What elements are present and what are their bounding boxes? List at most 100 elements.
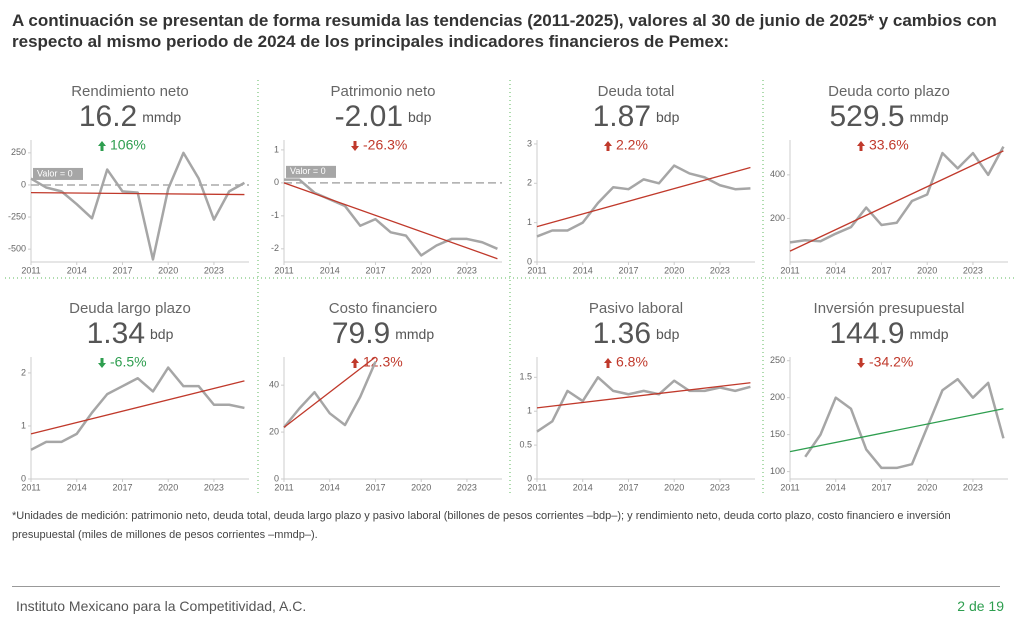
x-tick-label: 2014 [826,265,846,275]
y-tick-label: 100 [770,466,785,476]
value: 79.9 [332,317,390,350]
y-tick-label: 0 [527,256,532,266]
y-tick-label: 1 [274,144,279,154]
y-tick-label: 0 [527,473,532,483]
annotation: Valor = 0 [290,166,326,176]
y-tick-label: 1 [527,406,532,416]
y-tick-label: 200 [770,392,785,402]
unit: mmdp [395,326,434,342]
change: 33.6% [869,137,909,153]
change-arrow [98,141,106,151]
unit: bdp [656,109,680,125]
chart-title: Pasivo laboral [589,300,683,317]
data-line [536,164,751,238]
chart-title: Deuda corto plazo [828,83,950,100]
unit: mmdp [910,326,949,342]
x-tick-label: 2017 [618,265,638,275]
x-tick-label: 2011 [274,265,293,275]
headline-value: -2.01 bdp [335,100,432,133]
data-line [804,377,1005,470]
x-tick-label: 2017 [871,482,891,492]
x-tick-label: 2020 [411,265,431,275]
headline-value: 144.9 mmdp [830,317,949,350]
x-tick-label: 2020 [917,265,937,275]
x-tick-label: 2017 [365,482,385,492]
x-tick-label: 2011 [21,265,40,275]
x-tick-label: 2023 [457,482,477,492]
y-tick-label: 20 [269,426,279,436]
x-tick-label: 2020 [158,482,178,492]
x-tick-label: 2020 [411,482,431,492]
x-tick-label: 2017 [618,482,638,492]
x-tick-label: 2020 [664,482,684,492]
change: -6.5% [110,354,147,370]
y-tick-label: -500 [8,244,26,254]
data-line [536,376,751,433]
change-arrow [351,358,359,368]
x-tick-label: 2014 [573,482,593,492]
change: 2.2% [616,137,648,153]
x-tick-label: 2023 [963,265,983,275]
trend-line [283,182,498,260]
page-number: 2 de 19 [957,598,1004,614]
x-tick-label: 2023 [457,265,477,275]
trend-line [30,380,245,435]
data-line [789,146,1005,244]
x-tick-label: 2011 [780,265,799,275]
chart-title: Deuda total [598,83,675,100]
y-tick-label: -250 [8,211,26,221]
y-tick-label: 1.5 [519,372,532,382]
y-tick-label: 200 [770,213,785,223]
chart-title: Patrimonio neto [330,83,435,100]
x-tick-label: 2014 [826,482,846,492]
trend-line [536,382,751,409]
x-tick-label: 2017 [871,265,891,275]
y-tick-label: 400 [770,169,785,179]
chart-title: Inversión presupuestal [814,300,965,317]
title: A continuación se presentan de forma res… [12,11,997,51]
value: 16.2 [79,100,137,133]
change-arrow [857,358,865,368]
trend-line [536,166,751,228]
change-arrow [857,141,865,151]
x-tick-label: 2011 [274,482,293,492]
data-line [30,366,245,451]
y-tick-label: 1 [21,420,26,430]
value: 1.34 [87,317,145,350]
trend-line [30,192,245,196]
y-tick-label: 3 [527,138,532,148]
headline-value: 1.34 bdp [87,317,174,350]
change: 106% [110,137,146,153]
data-line [283,361,377,429]
unit: mmdp [910,109,949,125]
y-tick-label: 0 [21,179,26,189]
chart-title: Costo financiero [329,300,437,317]
y-tick-label: 2 [527,178,532,188]
change-arrow [604,141,612,151]
x-tick-label: 2014 [320,265,340,275]
unit: mmdp [142,109,181,125]
y-tick-label: 40 [269,380,279,390]
y-tick-label: 150 [770,429,785,439]
footer-rule [12,586,1000,587]
y-tick-label: 0 [21,473,26,483]
x-tick-label: 2011 [21,482,40,492]
change-arrow [604,358,612,368]
x-tick-label: 2017 [365,265,385,275]
data-line [284,178,498,257]
chart-title: Rendimiento neto [71,83,189,100]
y-tick-label: 1 [527,217,532,227]
change: 6.8% [616,354,648,370]
value: -2.01 [335,100,403,133]
trend-line [283,356,376,428]
change-arrow [98,358,106,368]
x-tick-label: 2017 [112,265,132,275]
unit: bdp [150,326,174,342]
y-tick-label: -2 [271,243,279,253]
x-tick-label: 2023 [710,482,730,492]
headline-value: 79.9 mmdp [332,317,435,350]
x-tick-label: 2011 [527,265,546,275]
unit: bdp [408,109,432,125]
y-tick-label: 2 [21,367,26,377]
